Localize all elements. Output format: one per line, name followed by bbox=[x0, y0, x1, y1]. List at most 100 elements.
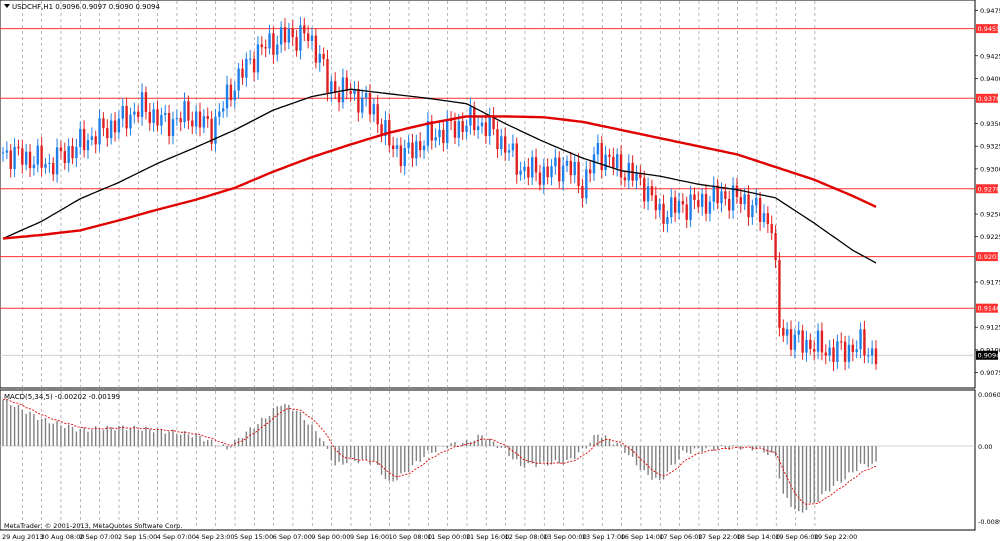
bear-candle-body bbox=[527, 166, 530, 178]
triangle-down-icon[interactable] bbox=[4, 4, 10, 8]
bear-candle-body bbox=[558, 157, 561, 182]
bear-candle-body bbox=[650, 186, 654, 196]
candlestick-series bbox=[1, 16, 878, 372]
bull-candle-body bbox=[658, 203, 661, 211]
horizontal-levels: 0.9455 0.9378 0.9278 0.9203 0.9146 0.9094 bbox=[0, 24, 1000, 360]
price-tick-label: 0.9075 bbox=[980, 369, 1000, 377]
bull-candle-body bbox=[689, 194, 692, 220]
red-moving-average-line bbox=[2, 115, 877, 240]
time-tick-label: 9 Sep 00:00 bbox=[311, 533, 350, 541]
bull-candle-body bbox=[438, 129, 441, 138]
bull-candle-body bbox=[36, 145, 39, 165]
time-tick-label: 10 Sep 08:00 bbox=[389, 533, 432, 541]
bear-candle-body bbox=[492, 115, 495, 130]
bear-candle-body bbox=[724, 191, 727, 199]
time-tick-label: 5 Sep 15:00 bbox=[234, 533, 273, 541]
bull-candle-body bbox=[140, 92, 144, 117]
bull-candle-body bbox=[751, 205, 754, 218]
macd-scale-bottom: -0.00897 bbox=[978, 518, 1000, 526]
bear-candle-body bbox=[349, 90, 352, 94]
bull-candle-body bbox=[646, 186, 650, 202]
price-tick-label: 0.9125 bbox=[980, 324, 1000, 332]
bear-candle-body bbox=[758, 197, 762, 223]
bear-candle-body bbox=[704, 193, 708, 214]
bear-candle-body bbox=[52, 162, 55, 175]
bear-candle-body bbox=[623, 177, 627, 181]
bull-candle-body bbox=[202, 116, 206, 128]
bull-candle-body bbox=[457, 121, 461, 138]
bull-candle-body bbox=[720, 191, 723, 204]
bull-candle-body bbox=[867, 355, 870, 357]
bear-candle-body bbox=[303, 25, 306, 34]
bear-candle-body bbox=[306, 33, 310, 41]
level-price-tag-label: 0.9203 bbox=[978, 253, 1000, 261]
bull-candle-body bbox=[507, 150, 511, 153]
bull-candle-body bbox=[194, 111, 198, 127]
bull-candle-body bbox=[635, 173, 638, 181]
bear-candle-body bbox=[820, 330, 824, 353]
bull-candle-body bbox=[364, 92, 368, 98]
bear-candle-body bbox=[210, 118, 213, 144]
time-tick-label: 4 Sep 07:00 bbox=[157, 533, 196, 541]
time-tick-label: 17 Sep 06:00 bbox=[659, 533, 702, 541]
main-price-panel[interactable] bbox=[0, 0, 976, 389]
bull-candle-body bbox=[1, 152, 5, 154]
time-tick-label: 4 Sep 23:00 bbox=[195, 533, 234, 541]
bear-candle-body bbox=[588, 169, 592, 174]
macd-scale-zero: 0.00 bbox=[978, 443, 992, 451]
bear-candle-body bbox=[156, 109, 159, 126]
bear-candle-body bbox=[113, 120, 117, 133]
bull-candle-body bbox=[565, 160, 569, 166]
bull-candle-body bbox=[32, 164, 36, 169]
time-tick-label: 9 Sep 16:00 bbox=[350, 533, 389, 541]
bull-candle-body bbox=[164, 112, 167, 116]
bear-candle-body bbox=[376, 104, 379, 125]
time-tick-label: 19 Sep 06:00 bbox=[775, 533, 818, 541]
macd-panel[interactable] bbox=[0, 389, 976, 531]
bear-candle-body bbox=[789, 329, 793, 350]
bull-candle-body bbox=[361, 97, 364, 113]
bear-candle-body bbox=[125, 105, 128, 129]
symbol-info: USDCHF,H1 0.9096 0.9097 0.9090 0.9094 bbox=[12, 3, 160, 11]
bull-candle-body bbox=[384, 120, 387, 137]
bear-candle-body bbox=[739, 197, 743, 205]
bear-candle-body bbox=[411, 142, 414, 159]
bear-candle-body bbox=[368, 92, 372, 115]
time-tick-label: 29 Aug 2013 bbox=[2, 533, 44, 541]
bear-candle-body bbox=[430, 121, 433, 141]
bull-candle-body bbox=[218, 111, 221, 117]
price-tick-label: 0.9325 bbox=[980, 143, 1000, 151]
bear-candle-body bbox=[283, 27, 287, 43]
bear-candle-body bbox=[453, 121, 457, 138]
bear-candle-body bbox=[40, 145, 43, 168]
time-tick-label: 18 Sep 14:00 bbox=[737, 533, 780, 541]
bull-candle-body bbox=[426, 121, 430, 146]
bear-candle-body bbox=[608, 154, 611, 157]
panel-divider[interactable] bbox=[0, 388, 975, 390]
price-tick-label: 0.9175 bbox=[980, 278, 1000, 286]
bear-candle-body bbox=[766, 213, 770, 225]
bear-candle-body bbox=[662, 203, 665, 224]
bull-candle-body bbox=[175, 118, 179, 120]
bear-candle-body bbox=[264, 47, 267, 49]
bull-candle-body bbox=[511, 143, 515, 151]
bear-candle-body bbox=[600, 142, 603, 171]
bull-candle-body bbox=[476, 126, 480, 131]
macd-scale-top: 0.00606 bbox=[978, 391, 1000, 399]
bear-candle-body bbox=[9, 150, 12, 169]
bear-candle-body bbox=[801, 330, 804, 353]
time-tick-label: 13 Sep 00:00 bbox=[543, 533, 586, 541]
bear-candle-body bbox=[770, 224, 773, 234]
bear-candle-body bbox=[735, 185, 739, 198]
bear-candle-body bbox=[643, 178, 646, 202]
bull-candle-body bbox=[542, 166, 545, 185]
bear-candle-body bbox=[391, 145, 395, 150]
bear-candle-body bbox=[843, 341, 847, 362]
bear-candle-body bbox=[82, 128, 86, 151]
bull-candle-body bbox=[708, 201, 712, 214]
